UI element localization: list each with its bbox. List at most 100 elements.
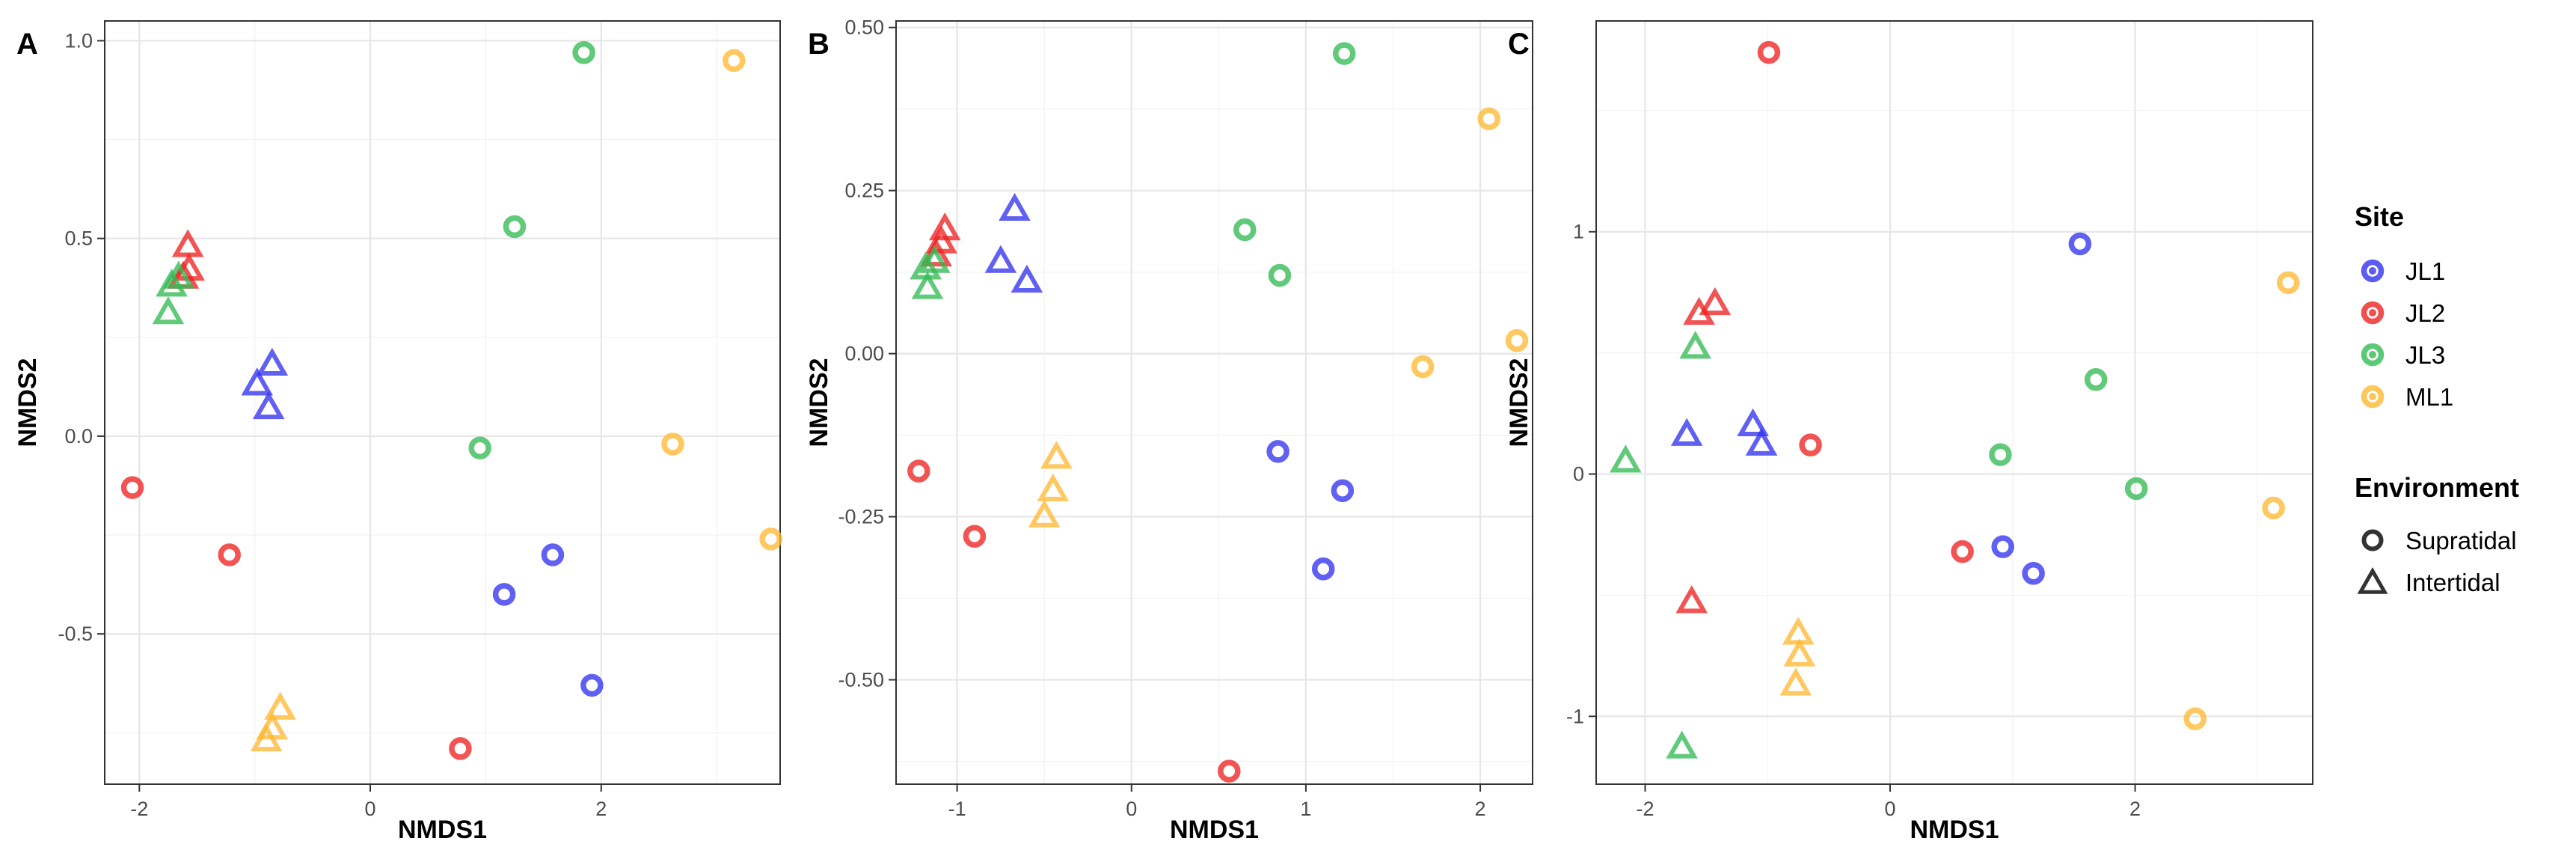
data-points [907,42,1529,783]
legend-key-dot [2369,309,2376,317]
point-ml1-supratidal [759,528,782,551]
x-tick-label: 0 [365,798,376,820]
panel-border [895,20,1533,785]
point-jl1-intertidal [1670,418,1703,446]
point-jl1-supratidal [1266,440,1289,463]
axis-ticks: -2 0 2 -1 0 1 [1566,221,2141,820]
major-gridlines [896,21,1533,784]
panel-border [1595,20,2313,785]
y-tick-label: 0.25 [844,180,884,202]
panel-label: A [16,28,38,61]
panel-label: B [808,28,829,61]
legend-circle-icon [2361,529,2384,551]
chart-panels: -2 0 2 -0.5 0.0 0.5 1.0 NMDS1 NMDS2 A -1 0 1 2 -0.50 -0… [13,16,2313,844]
point-jl3-intertidal [911,271,944,299]
data-points [120,41,782,760]
y-tick-label: 0 [1573,463,1584,486]
point-jl2-supratidal [1218,759,1241,783]
point-ml1-intertidal [250,723,283,752]
minor-gridlines [896,21,1533,784]
y-tick-label: 0.0 [64,425,93,447]
point-ml1-supratidal [661,432,684,456]
panel-label: C [1508,28,1530,61]
legend-key-jl1 [2361,259,2385,283]
major-gridlines [1596,21,2313,784]
point-jl1-intertidal [256,347,289,376]
point-jl3-supratidal [2124,477,2148,501]
axis-ticks: -1 0 1 2 -0.50 -0.25 0.00 0.25 0.50 [838,16,1485,820]
legend-environment-entries: Supratidal Intertidal [2357,527,2517,596]
point-jl3-supratidal [572,41,595,64]
y-tick-label: 1 [1573,221,1584,243]
point-jl1-intertidal [1737,408,1769,436]
point-jl3-intertidal [162,260,195,289]
point-ml1-intertidal [1783,638,1816,667]
x-tick-label: 0 [1885,798,1896,820]
point-jl1-intertidal [1011,264,1043,293]
x-axis-title: NMDS1 [398,816,487,844]
y-tick-label: 0.50 [844,16,884,39]
point-jl2-supratidal [907,459,930,483]
legend-item-supratidal: Supratidal [2361,527,2517,554]
point-jl3-supratidal [1989,443,2012,466]
x-axis-title: NMDS1 [1170,816,1259,844]
legend-label: Intertidal [2405,569,2500,596]
y-tick-label: -0.50 [838,669,884,691]
x-tick-label: 2 [1475,798,1486,820]
point-jl3-supratidal [1233,218,1257,242]
point-jl3-intertidal [152,296,185,325]
legend-label: JL2 [2405,299,2445,327]
x-tick-label: 1 [1300,798,1311,820]
point-ml1-supratidal [2183,707,2207,730]
legend-key-dot [2369,351,2376,358]
point-jl1-supratidal [580,673,604,697]
legend-key-jl3 [2361,343,2385,367]
y-tick-label: 1.0 [64,29,93,52]
plot-background [896,21,1533,784]
point-jl3-intertidal [1666,730,1698,759]
point-jl2-intertidal [171,229,204,257]
point-jl2-supratidal [1951,539,1974,563]
point-jl3-intertidal [1679,331,1711,359]
point-jl2-supratidal [449,737,472,760]
legend-item-jl2: JL2 [2361,299,2445,327]
y-tick-label: -1 [1566,705,1584,727]
point-jl1-intertidal [984,245,1017,273]
legend-key-ml1 [2361,385,2385,409]
point-ml1-intertidal [1040,441,1073,469]
point-jl1-intertidal [1745,427,1778,456]
point-jl3-supratidal [468,436,491,460]
panel-a: -2 0 2 -0.5 0.0 0.5 1.0 NMDS1 NMDS2 A [13,20,782,844]
minor-gridlines [1596,21,2313,784]
y-axis-title: NMDS2 [805,358,833,447]
point-jl1-supratidal [2022,562,2045,585]
y-tick-label: 0.5 [64,227,93,250]
point-ml1-supratidal [1477,107,1500,131]
point-jl1-intertidal [241,367,274,396]
point-jl2-supratidal [120,476,144,499]
y-tick-label: 0.00 [844,343,884,365]
point-jl1-supratidal [492,583,516,606]
legend-label: JL3 [2405,341,2445,369]
plot-background [105,21,780,784]
point-ml1-supratidal [1505,328,1529,352]
point-jl1-supratidal [2068,232,2092,256]
y-tick-label: -0.5 [58,623,93,645]
point-jl2-supratidal [963,525,987,548]
point-jl1-supratidal [541,543,565,566]
x-tick-label: -2 [1636,798,1654,820]
point-ml1-intertidal [1779,667,1812,696]
legend-triangle-icon [2357,566,2388,594]
point-ml1-supratidal [723,49,746,73]
point-ml1-supratidal [2276,271,2300,294]
panel-b: -1 0 1 2 -0.50 -0.25 0.00 0.25 0.50 NMDS1 NMDS2 B [805,16,1533,844]
legend-key-jl2 [2361,301,2385,325]
panel-c: -2 0 2 -1 0 1 NMDS1 NMDS2 C [1505,20,2313,844]
y-axis-title: NMDS2 [13,358,42,447]
panel-border [104,20,781,785]
x-tick-label: -1 [948,798,966,820]
legend-label: JL1 [2405,257,2445,285]
point-jl3-intertidal [1609,444,1642,473]
axis-ticks: -2 0 2 -0.5 0.0 0.5 1.0 [58,29,607,820]
